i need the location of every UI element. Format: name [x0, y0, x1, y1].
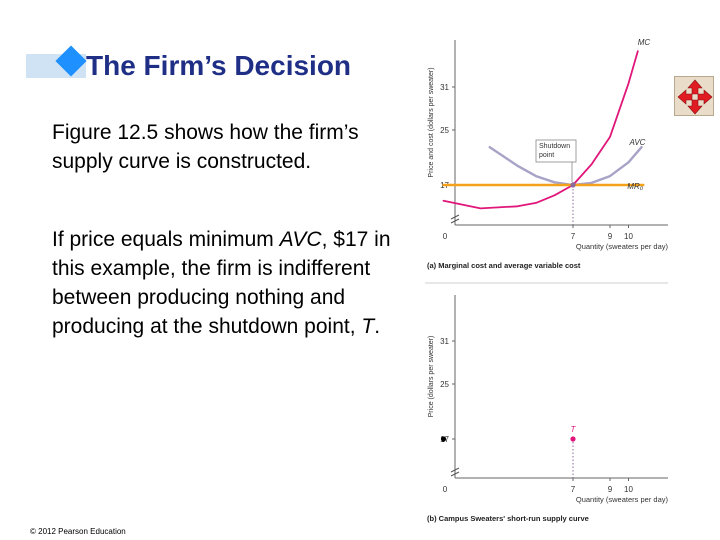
axis-break-mark: [450, 214, 460, 220]
series-mc-line: [442, 50, 639, 210]
para2-avc: AVC: [279, 228, 322, 251]
y-axis-label: Price and cost (dollars per sweater): [428, 67, 435, 177]
x-tick-label: 9: [608, 485, 613, 494]
series-label-mr₀: MR₀: [627, 182, 643, 191]
y-tick-label: 25: [440, 126, 449, 135]
x-axis-label: Quantity (sweaters per day): [576, 242, 669, 251]
copyright-footer: © 2012 Pearson Education: [30, 527, 126, 536]
y-tick-label: 31: [440, 83, 449, 92]
para2-prefix: If price equals minimum: [52, 228, 280, 251]
panel-title: (b) Campus Sweaters' short-run supply cu…: [427, 514, 589, 523]
para2-t: T: [361, 315, 375, 338]
move-button[interactable]: [674, 76, 714, 116]
slide-title-block: The Firm’s Decision: [22, 44, 402, 90]
series-label-mc: MC: [638, 38, 651, 47]
axis-break-mark: [450, 467, 460, 473]
shutdown-callout-label: Shutdown point: [539, 143, 570, 159]
series-label-avc: AVC: [628, 138, 645, 147]
origin-label: 0: [443, 232, 448, 241]
x-tick-label: 10: [624, 232, 633, 241]
supply-point: [440, 436, 447, 442]
y-axis-label: Price (dollars per sweater): [428, 336, 435, 418]
y-tick-label: 25: [440, 380, 449, 389]
supply-point: [570, 436, 576, 442]
x-tick-label: 7: [571, 232, 576, 241]
supply-point-label: T: [571, 425, 577, 434]
y-tick-label: 31: [440, 337, 449, 346]
axis-break-mark: [450, 471, 460, 477]
x-tick-label: 9: [608, 232, 613, 241]
origin-label: 0: [443, 485, 448, 494]
shutdown-callout-box: [535, 139, 577, 163]
shutdown-point-marker: [570, 182, 576, 188]
four-arrows-move-icon: [677, 79, 713, 115]
x-axis-label: Quantity (sweaters per day): [576, 495, 669, 504]
para2-suffix: .: [374, 315, 381, 338]
paragraph-shutdown: If price equals minimum AVC, $17 in this…: [52, 225, 392, 341]
panel-title: (a) Marginal cost and average variable c…: [427, 261, 581, 270]
x-tick-label: 7: [571, 485, 576, 494]
x-tick-label: 10: [624, 485, 633, 494]
axis-break-mark: [450, 218, 460, 224]
paragraph-supply-curve: Figure 12.5 shows how the firm’s supply …: [52, 121, 359, 173]
para2-middle: , $17 in this example, the firm is indif…: [52, 228, 391, 338]
slide-title: The Firm’s Decision: [86, 50, 352, 81]
